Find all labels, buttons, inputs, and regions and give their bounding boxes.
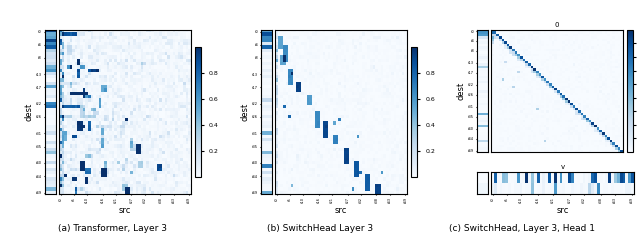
Text: (c) SwitchHead, Layer 3, Head 1: (c) SwitchHead, Layer 3, Head 1 bbox=[449, 224, 595, 233]
Title: 0: 0 bbox=[555, 22, 559, 28]
Y-axis label: dest: dest bbox=[24, 103, 33, 121]
X-axis label: src: src bbox=[556, 206, 569, 215]
X-axis label: src: src bbox=[335, 206, 348, 215]
Text: (a) Transformer, Layer 3: (a) Transformer, Layer 3 bbox=[58, 224, 166, 233]
Text: (b) SwitchHead Layer 3: (b) SwitchHead Layer 3 bbox=[267, 224, 373, 233]
Y-axis label: dest: dest bbox=[241, 103, 250, 121]
Title: v: v bbox=[561, 164, 564, 171]
X-axis label: src: src bbox=[119, 206, 131, 215]
Y-axis label: dest: dest bbox=[456, 82, 465, 100]
